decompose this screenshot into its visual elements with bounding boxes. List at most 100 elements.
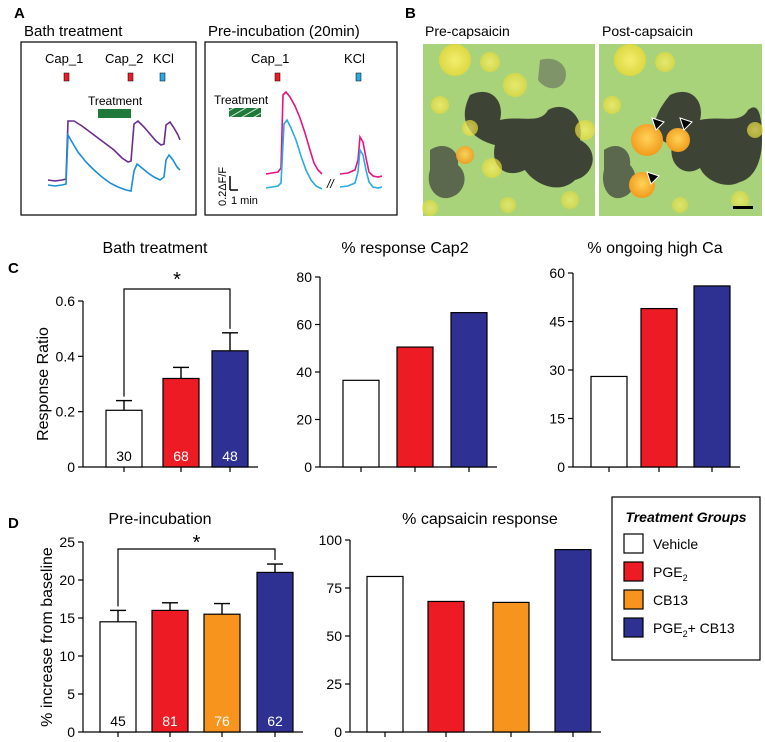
y-tick-label: 20 [296,412,312,428]
chart-title: % ongoing high Ca [587,240,722,257]
bar [590,375,628,468]
panel-label-a: A [14,5,25,22]
n-label: 76 [214,713,230,729]
bath-title: Bath treatment [24,23,123,40]
y-tick-label: 5 [67,686,75,702]
bar [105,409,143,468]
y-tick-label: 25 [326,676,342,692]
y-tick-label: 0 [557,459,565,475]
bar [366,575,404,733]
y-tick-label: 50 [326,628,342,644]
bath-cap1-marker [63,72,70,82]
legend-swatch-cb13 [623,589,644,610]
y-tick-label: 15 [59,610,75,626]
bath-kcl-label: KCl [153,51,174,66]
bar [450,312,488,468]
y-tick-label: 25 [59,534,75,550]
legend-title: Treatment Groups [625,509,746,525]
y-tick-label: 40 [296,364,312,380]
post-capsaicin-image [599,44,763,216]
bar [427,600,465,733]
bath-frame [20,41,197,216]
bar [640,307,678,468]
bath-trace-purple [47,119,181,182]
axis-break: // [326,177,335,191]
panel-label-d: D [8,515,19,532]
preinc-frame [204,41,398,216]
bath-kcl-marker [159,72,166,82]
y-tick-label: 45 [549,314,565,330]
chart-title: Pre-incubation [108,511,211,528]
y-tick-label: 0 [334,724,342,740]
pre-capsaicin-label: Pre-capsaicin [425,23,510,39]
preinc-trace-cyan-2 [339,147,383,189]
significance-bracket [117,548,276,607]
arrowhead-1 [651,117,665,131]
chart-title: % capsaicin response [402,511,558,528]
y-tick-label: 100 [319,532,343,548]
bath-trace-blue [47,132,181,192]
n-label: 62 [267,713,283,729]
y-tick-label: 80 [296,269,312,285]
preinc-trace-magenta [265,90,323,175]
chart-pre-incubation: Pre-incubation % increase from baseline 0 5… [39,511,303,740]
bar [256,571,294,733]
panel-a-bath: Bath treatment Cap_1 Cap_2 KCl Treatment [20,23,197,216]
bath-cap1-label: Cap_1 [45,51,83,66]
bar [554,548,592,733]
n-label: 81 [162,713,178,729]
y-tick-label: 0 [67,724,75,740]
legend-cb13: CB13 [653,592,688,608]
y-tick-label: 30 [549,362,565,378]
pre-capsaicin-image [422,44,595,216]
panel-label-b: B [405,5,416,22]
bar [342,379,380,468]
bar [162,377,200,468]
y-tick-label: 15 [549,411,565,427]
bath-cap2-marker [127,72,134,82]
y-tick-label: 60 [549,265,565,281]
y-tick-label: 10 [59,648,75,664]
y-tick-label: 0.6 [56,293,76,309]
preinc-title: Pre-incubation (20min) [208,23,360,40]
preinc-trace-cyan [265,118,323,190]
panel-a-preinc: Pre-incubation (20min) Cap_1 KCl Treatme… [204,23,398,216]
chart-response-cap2: % response Cap2 0 20 40 60 80 [296,240,497,475]
y-tick-label: 0 [67,459,75,475]
preinc-kcl-marker [355,72,362,82]
n-label: 30 [116,448,132,464]
preinc-cap1-label: Cap_1 [251,51,289,66]
bar [203,613,241,733]
y-tick-label: 0.4 [56,348,76,364]
chart-capsaicin-response: % capsaicin response 0 25 50 75 100 [319,511,601,740]
arrowhead-2 [679,117,693,131]
preinc-kcl-label: KCl [344,51,365,66]
panel-label-c: C [8,260,19,277]
significance-bracket [123,288,231,397]
n-label: 68 [173,448,189,464]
preinc-trace-magenta-2 [339,134,383,178]
n-label: 48 [222,448,238,464]
y-tick-label: 20 [59,572,75,588]
chart-title: Bath treatment [103,240,209,257]
preinc-treatment-label: Treatment [214,93,269,107]
legend-swatch-pge2 [623,561,644,582]
bar [99,621,137,733]
legend: Treatment Groups Vehicle PGE2 CB13 PGE2+… [611,496,761,661]
arrowhead-3 [646,171,660,185]
y-tick-label: 0.2 [56,404,76,420]
preinc-treatment-bar [229,108,261,117]
legend-swatch-vehicle [623,533,644,554]
bar [693,285,731,468]
significance-star: * [193,532,201,554]
y-tick-label: 0 [304,459,312,475]
legend-swatch-combo [623,617,644,638]
chart-ongoing-high-ca: % ongoing high Ca 0 15 30 45 60 [549,240,740,475]
y-tick-label: 75 [326,580,342,596]
bar [396,346,434,468]
legend-vehicle: Vehicle [653,536,698,552]
legend-combo: PGE2+ CB13 [653,620,735,639]
chart-bath-treatment: Bath treatment Response Ratio 0 0.2 0.4 0.6 30… [35,240,258,475]
bar [151,609,189,733]
